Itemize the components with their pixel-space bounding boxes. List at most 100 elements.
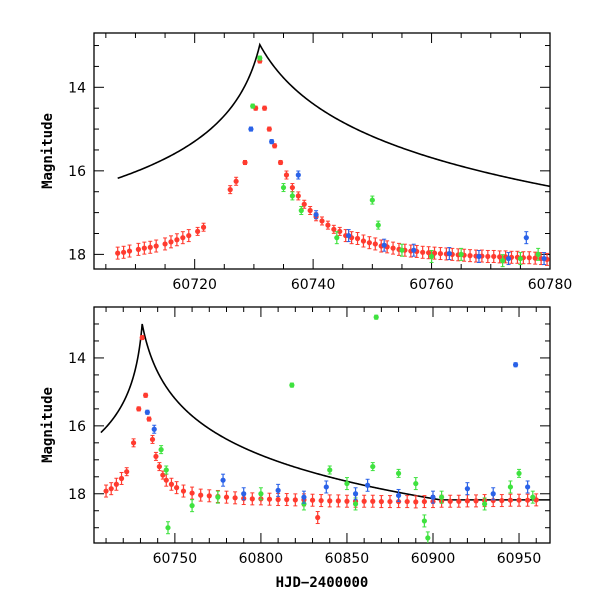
top-data-point [526,255,532,261]
bottom-data-point [352,491,359,497]
top-data-point [200,224,207,230]
bottom-data-point [144,409,150,415]
top-panel: 60720 60740 60760 60780 14 16 18 Magnitude [40,32,572,293]
bottom-data-point [130,440,137,446]
top-data-point [420,249,426,255]
bottom-x-axis-title: HJD−2400000 [276,575,369,591]
bottom-plot-frame [93,306,551,544]
top-data-point [242,159,248,166]
bottom-data-point [249,496,255,502]
top-data-point [505,255,512,262]
bottom-data-point [395,492,402,499]
top-y-tick-label: 14 [68,80,86,96]
top-data-point [354,235,361,242]
top-data-point [375,222,381,228]
bottom-data-point [421,498,427,505]
top-data-point [269,139,275,145]
bottom-data-point [266,496,273,502]
top-data-point [135,246,142,252]
bottom-data-point [139,334,145,341]
bottom-x-tick-label: 60800 [239,551,284,567]
bottom-x-tick-label: 60850 [325,551,370,567]
bottom-data-point [108,486,114,492]
bottom-data-point [323,484,329,490]
top-data-point [325,222,331,228]
top-data-point [331,226,337,232]
top-data-point [272,143,278,149]
top-data-point [298,207,304,214]
bottom-data-point [464,486,471,492]
bottom-data-point [344,498,350,504]
top-data-point [186,232,192,239]
top-data-point [491,253,497,260]
top-data-point [313,212,319,218]
bottom-data-point [158,447,164,453]
top-data-point [500,258,506,264]
bottom-data-point [160,472,166,478]
bottom-data-point [315,514,321,521]
bottom-data-point [232,495,238,501]
bottom-data-point [118,475,125,482]
top-data-point [431,250,438,256]
bottom-data-point [165,525,171,531]
bottom-data-point [289,382,295,388]
bottom-data-point [327,467,333,473]
top-data-point [476,253,482,260]
top-data-point [535,251,541,257]
bottom-data-point [512,362,519,368]
bottom-data-point [413,480,419,487]
top-data-point [248,126,254,132]
bottom-data-point [189,503,195,509]
top-data-point [390,245,396,251]
bottom-data-point [378,498,384,505]
top-data-point [295,193,301,199]
bottom-data-point [490,497,496,504]
top-data-point [153,243,159,249]
bottom-data-point [335,498,341,504]
bottom-data-point [327,498,333,504]
top-data-point [289,184,295,191]
top-model-curve [117,42,550,188]
bottom-data-point [525,497,531,503]
bottom-x-tick-label: 60950 [497,551,542,567]
bottom-y-tick-label: 14 [68,351,86,367]
top-data-point [195,228,201,235]
bottom-data-point [146,416,152,422]
bottom-data-point [447,498,453,504]
top-data-point [266,126,272,132]
top-data-point [180,235,186,241]
top-data-point [346,232,352,239]
top-data-point [141,245,147,251]
top-data-point [283,172,290,178]
top-data-point [147,244,153,250]
top-series-red [115,58,550,266]
bottom-data-point [149,436,156,443]
top-data-point [257,55,263,61]
top-data-point [428,253,435,260]
bottom-data-point [365,482,371,488]
bottom-data-point [153,453,159,460]
bottom-data-point [361,498,367,504]
bottom-data-point [490,491,496,497]
bottom-x-tick-label: 60750 [153,551,198,567]
top-y-tick-label: 18 [68,247,86,263]
top-data-point [485,253,491,260]
bottom-data-point [275,496,281,503]
top-y-axis-title: Magnitude [40,113,56,189]
top-data-point [411,247,417,253]
bottom-data-point [318,497,324,504]
top-data-point [168,239,174,245]
top-data-point [523,235,529,241]
top-data-point [261,105,268,111]
top-data-point [497,254,503,260]
bottom-data-point [258,491,264,497]
bottom-data-point [292,497,298,503]
top-data-point [517,255,523,262]
bottom-data-point [156,463,162,470]
bottom-data-point [143,392,149,398]
top-data-point [425,250,432,256]
bottom-data-point [180,488,187,494]
bottom-data-point [113,481,119,487]
bottom-y-tick-label: 16 [68,419,86,435]
bottom-data-point [241,491,247,497]
